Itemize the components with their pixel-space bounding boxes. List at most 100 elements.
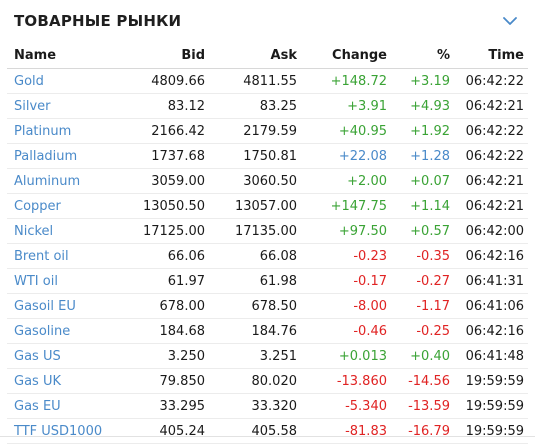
- percent-change-value: +0.07: [387, 168, 450, 194]
- table-row: TTF USD1000 405.24 405.58 -81.83 -16.79 19:59…: [7, 418, 528, 444]
- commodity-name-link[interactable]: Gas UK: [7, 368, 117, 394]
- change-value: -0.17: [297, 268, 387, 294]
- column-header-name[interactable]: Name: [7, 42, 117, 69]
- bid-value: 61.97: [117, 268, 205, 294]
- percent-change-value: +1.28: [387, 143, 450, 169]
- bid-value: 79.850: [117, 368, 205, 394]
- bid-value: 1737.68: [117, 143, 205, 169]
- time-value: 19:59:59: [450, 393, 528, 419]
- time-value: 19:59:59: [450, 368, 528, 394]
- commodity-name-link[interactable]: TTF USD1000: [7, 418, 117, 444]
- widget-title: ТОВАРНЫЕ РЫНКИ: [14, 12, 182, 30]
- table-row: Palladium 1737.68 1750.81 +22.08 +1.28 06:42:…: [7, 143, 528, 169]
- percent-change-value: -14.56: [387, 368, 450, 394]
- change-value: +148.72: [297, 68, 387, 94]
- commodity-name-link[interactable]: Gas EU: [7, 393, 117, 419]
- ask-value: 1750.81: [205, 143, 297, 169]
- time-value: 06:42:00: [450, 218, 528, 244]
- column-header-change[interactable]: Change: [297, 42, 387, 69]
- change-value: +147.75: [297, 193, 387, 219]
- commodity-name-link[interactable]: WTI oil: [7, 268, 117, 294]
- percent-change-value: -13.59: [387, 393, 450, 419]
- percent-change-value: -0.25: [387, 318, 450, 344]
- chevron-down-icon[interactable]: [501, 12, 519, 30]
- change-value: +97.50: [297, 218, 387, 244]
- time-value: 06:42:22: [450, 68, 528, 94]
- change-value: +2.00: [297, 168, 387, 194]
- time-value: 06:42:16: [450, 243, 528, 269]
- percent-change-value: -16.79: [387, 418, 450, 444]
- ask-value: 4811.55: [205, 68, 297, 94]
- bid-value: 678.00: [117, 293, 205, 319]
- bid-value: 83.12: [117, 93, 205, 119]
- column-header-ask[interactable]: Ask: [205, 42, 297, 69]
- change-value: -13.860: [297, 368, 387, 394]
- table-row: Brent oil 66.06 66.08 -0.23 -0.35 06:42:16: [7, 243, 528, 269]
- table-row: Nickel 17125.00 17135.00 +97.50 +0.57 06:42:0…: [7, 218, 528, 244]
- commodity-name-link[interactable]: Silver: [7, 93, 117, 119]
- table-row: Aluminum 3059.00 3060.50 +2.00 +0.07 06:42:21: [7, 168, 528, 194]
- table-header-row: Name Bid Ask Change % Time: [7, 42, 528, 69]
- change-value: +0.013: [297, 343, 387, 369]
- time-value: 06:41:06: [450, 293, 528, 319]
- change-value: -81.83: [297, 418, 387, 444]
- commodity-name-link[interactable]: Gold: [7, 68, 117, 94]
- change-value: -0.46: [297, 318, 387, 344]
- percent-change-value: +4.93: [387, 93, 450, 119]
- ask-value: 405.58: [205, 418, 297, 444]
- change-value: -0.23: [297, 243, 387, 269]
- time-value: 06:42:21: [450, 193, 528, 219]
- time-value: 06:41:31: [450, 268, 528, 294]
- time-value: 06:42:22: [450, 118, 528, 144]
- time-value: 06:42:21: [450, 168, 528, 194]
- table-row: Silver 83.12 83.25 +3.91 +4.93 06:42:21: [7, 93, 528, 119]
- table-row: Gold 4809.66 4811.55 +148.72 +3.19 06:42:22: [7, 68, 528, 94]
- commodity-name-link[interactable]: Platinum: [7, 118, 117, 144]
- change-value: -8.00: [297, 293, 387, 319]
- ask-value: 80.020: [205, 368, 297, 394]
- percent-change-value: +3.19: [387, 68, 450, 94]
- percent-change-value: -0.35: [387, 243, 450, 269]
- commodities-table: Name Bid Ask Change % Time Gold 4809.66 48…: [7, 42, 528, 444]
- ask-value: 2179.59: [205, 118, 297, 144]
- bid-value: 4809.66: [117, 68, 205, 94]
- commodity-name-link[interactable]: Brent oil: [7, 243, 117, 269]
- change-value: -5.340: [297, 393, 387, 419]
- commodity-name-link[interactable]: Gasoline: [7, 318, 117, 344]
- bid-value: 405.24: [117, 418, 205, 444]
- ask-value: 3.251: [205, 343, 297, 369]
- commodity-name-link[interactable]: Aluminum: [7, 168, 117, 194]
- ask-value: 678.50: [205, 293, 297, 319]
- table-row: Gasoil EU 678.00 678.50 -8.00 -1.17 06:41:06: [7, 293, 528, 319]
- commodity-name-link[interactable]: Palladium: [7, 143, 117, 169]
- ask-value: 66.08: [205, 243, 297, 269]
- change-value: +3.91: [297, 93, 387, 119]
- percent-change-value: +0.57: [387, 218, 450, 244]
- widget-bottom-divider: [0, 436, 535, 437]
- column-header-bid[interactable]: Bid: [117, 42, 205, 69]
- bid-value: 33.295: [117, 393, 205, 419]
- commodity-name-link[interactable]: Nickel: [7, 218, 117, 244]
- ask-value: 13057.00: [205, 193, 297, 219]
- commodity-name-link[interactable]: Gasoil EU: [7, 293, 117, 319]
- bid-value: 3059.00: [117, 168, 205, 194]
- column-header-percent[interactable]: %: [387, 42, 450, 69]
- percent-change-value: -0.27: [387, 268, 450, 294]
- ask-value: 184.76: [205, 318, 297, 344]
- table-row: Gas US 3.250 3.251 +0.013 +0.40 06:41:48: [7, 343, 528, 369]
- column-header-time[interactable]: Time: [450, 42, 528, 69]
- commodity-name-link[interactable]: Copper: [7, 193, 117, 219]
- bid-value: 13050.50: [117, 193, 205, 219]
- bid-value: 3.250: [117, 343, 205, 369]
- change-value: +22.08: [297, 143, 387, 169]
- change-value: +40.95: [297, 118, 387, 144]
- table-row: Platinum 2166.42 2179.59 +40.95 +1.92 06:42:2…: [7, 118, 528, 144]
- percent-change-value: +0.40: [387, 343, 450, 369]
- time-value: 06:42:22: [450, 143, 528, 169]
- commodity-name-link[interactable]: Gas US: [7, 343, 117, 369]
- ask-value: 33.320: [205, 393, 297, 419]
- bid-value: 17125.00: [117, 218, 205, 244]
- time-value: 19:59:59: [450, 418, 528, 444]
- table-row: Gas EU 33.295 33.320 -5.340 -13.59 19:59:59: [7, 393, 528, 419]
